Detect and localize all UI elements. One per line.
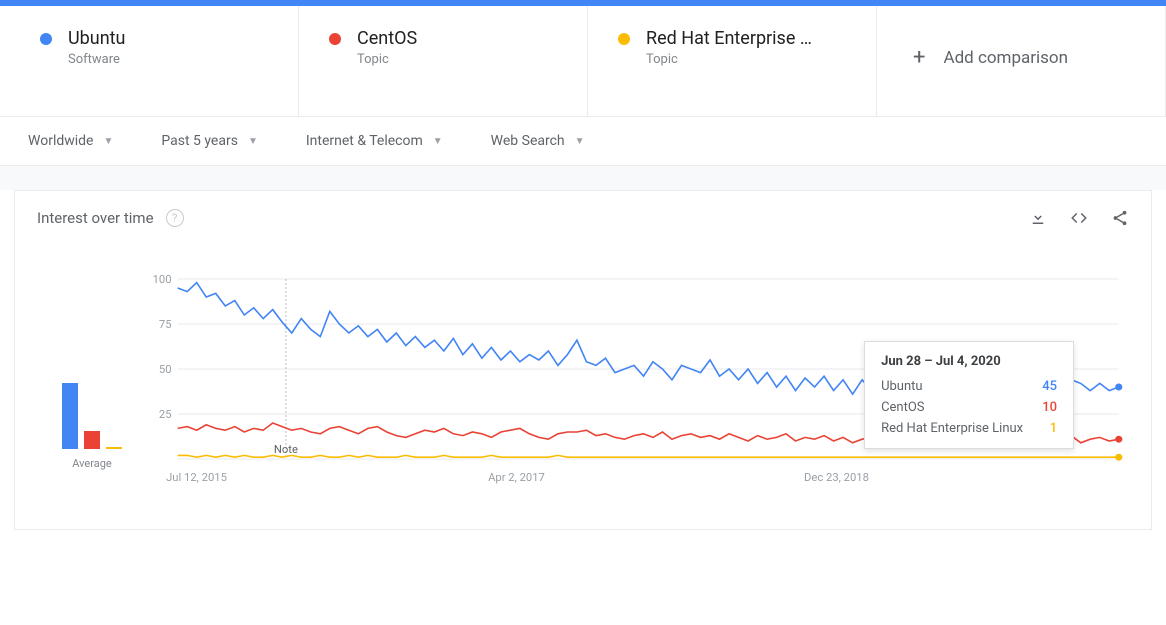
term-sub-2: Topic [357,52,417,67]
svg-text:Dec 23, 2018: Dec 23, 2018 [804,471,869,484]
term-cell-2[interactable]: CentOS Topic [299,6,588,116]
filter-time-label: Past 5 years [161,133,238,149]
svg-text:100: 100 [153,273,172,286]
term-swatch-1 [40,33,52,45]
compare-terms-row: Ubuntu Software CentOS Topic Red Hat Ent… [0,6,1166,117]
add-comparison-label: Add comparison [943,48,1068,68]
caret-down-icon: ▼ [433,136,443,147]
average-bar [84,431,100,449]
svg-text:75: 75 [159,318,172,331]
embed-icon[interactable] [1069,209,1089,227]
line-chart: 25 50 75 100 Jul 12, 2015 Apr 2, 2017 Dec 23, … [147,269,1129,489]
section-spacer [0,166,1166,190]
caret-down-icon: ▼ [248,136,258,147]
add-comparison-button[interactable]: + Add comparison [877,6,1166,116]
share-icon[interactable] [1111,209,1129,227]
term-name-2: CentOS [357,28,417,50]
download-icon[interactable] [1029,209,1047,227]
averages-block: Average [37,269,147,489]
svg-text:Note: Note [274,443,298,456]
term-sub-1: Software [68,52,125,67]
filter-category[interactable]: Internet & Telecom ▼ [306,133,443,149]
filter-category-label: Internet & Telecom [306,133,423,149]
panel-actions [1029,209,1129,227]
svg-text:Apr 2, 2017: Apr 2, 2017 [488,471,545,484]
average-bar [106,447,122,449]
filter-row: Worldwide ▼ Past 5 years ▼ Internet & Te… [0,117,1166,166]
panel-title: Interest over time [37,209,154,227]
tooltip-row: Ubuntu45 [881,379,1057,394]
term-swatch-2 [329,33,341,45]
term-name-1: Ubuntu [68,28,125,50]
averages-bars [62,339,122,449]
term-swatch-3 [618,33,630,45]
plus-icon: + [913,47,925,69]
help-icon[interactable]: ? [166,209,184,227]
filter-geo-label: Worldwide [28,133,93,149]
tooltip-row: CentOS10 [881,400,1057,415]
caret-down-icon: ▼ [103,136,113,147]
filter-search-type-label: Web Search [491,133,565,149]
average-bar [62,383,78,449]
filter-geo[interactable]: Worldwide ▼ [28,133,113,149]
caret-down-icon: ▼ [575,136,585,147]
filter-search-type[interactable]: Web Search ▼ [491,133,585,149]
tooltip-title: Jun 28 – Jul 4, 2020 [881,354,1057,369]
term-sub-3: Topic [646,52,812,67]
term-cell-3[interactable]: Red Hat Enterprise … Topic [588,6,877,116]
chart-area: Average 25 50 75 100 Jul 12, 2015 Apr 2, 2017… [15,239,1151,529]
term-name-3: Red Hat Enterprise … [646,28,812,50]
chart-tooltip: Jun 28 – Jul 4, 2020 Ubuntu45 CentOS10 Red… [864,341,1074,449]
svg-text:50: 50 [159,363,172,376]
term-cell-1[interactable]: Ubuntu Software [0,6,299,116]
svg-text:25: 25 [159,408,172,421]
panel-header: Interest over time ? [15,191,1151,239]
interest-over-time-panel: Interest over time ? Average 25 50 75 100 Ju… [14,190,1152,530]
averages-label: Average [72,457,112,470]
filter-time[interactable]: Past 5 years ▼ [161,133,257,149]
svg-text:Jul 12, 2015: Jul 12, 2015 [166,471,227,484]
tooltip-row: Red Hat Enterprise Linux1 [881,421,1057,436]
